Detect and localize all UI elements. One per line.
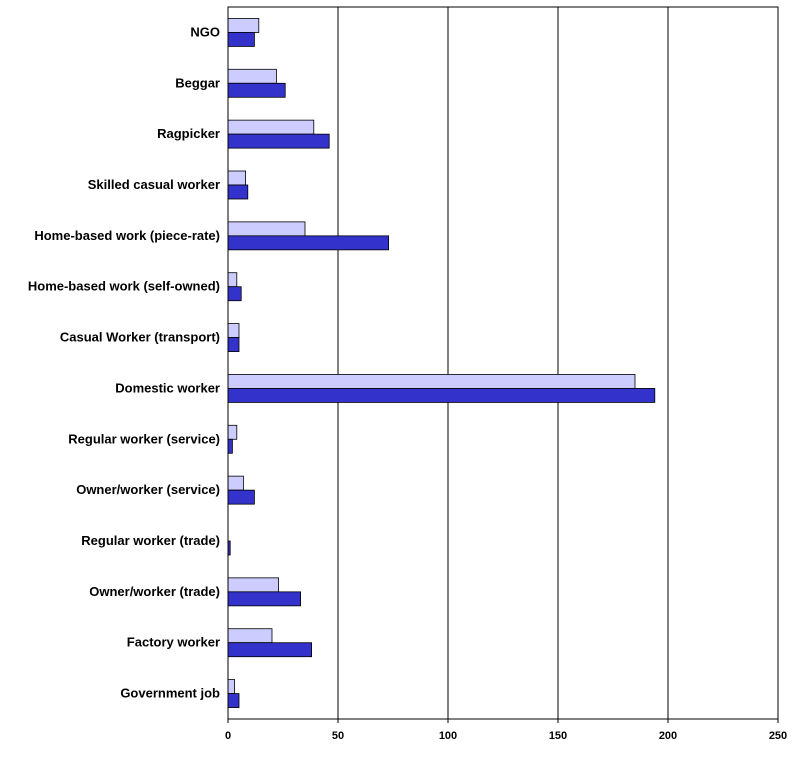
bar-series-1 [227, 170, 247, 186]
category-label: Regular worker (trade) [81, 533, 220, 548]
x-tick-label: 100 [439, 730, 457, 742]
category-label: Casual Worker (transport) [60, 330, 220, 345]
bar-series-1 [227, 475, 244, 491]
category-label: Ragpicker [157, 126, 220, 141]
x-axis-tick-labels: 0 50 100 150 200 250 [225, 730, 787, 742]
plot-area-border [227, 6, 779, 720]
bar-series-2 [227, 286, 242, 302]
bar-series-2 [227, 32, 255, 47]
bar-series-2 [227, 438, 233, 454]
bar-series-2 [227, 235, 390, 251]
category-label: NGO [190, 24, 220, 39]
category-label: Home-based work (self-owned) [28, 279, 220, 294]
bar-series-2 [227, 133, 330, 149]
bar-series-2 [227, 591, 301, 607]
category-label: Skilled casual worker [88, 177, 220, 192]
category-label: Government job [120, 686, 220, 701]
category-label: Owner/worker (service) [76, 482, 220, 497]
bar-series-1 [227, 68, 277, 84]
category-label: Regular worker (service) [68, 431, 220, 446]
category-labels: NGO Beggar Ragpicker Skilled casual worker H… [28, 24, 220, 700]
bar-series-2 [227, 388, 656, 403]
bar-series-1 [227, 221, 306, 237]
bar-series-2 [227, 693, 240, 708]
bar-series-2 [227, 337, 240, 352]
bar-series-1 [227, 577, 279, 593]
x-tick-label: 0 [225, 730, 231, 742]
x-tick-label: 250 [769, 730, 787, 742]
gridlines [227, 7, 779, 723]
bar-series-1 [227, 424, 238, 440]
category-label: Beggar [175, 75, 220, 90]
x-tick-label: 150 [549, 730, 567, 742]
category-label: Owner/worker (trade) [89, 584, 220, 599]
bar-series-1 [227, 323, 240, 338]
category-label: Domestic worker [115, 380, 220, 395]
bar-series-1 [227, 18, 260, 33]
x-tick-label: 50 [332, 730, 344, 742]
x-tick-label: 200 [659, 730, 677, 742]
bar-series-2 [227, 489, 255, 505]
bar-series-1 [227, 374, 636, 389]
bar-series-1 [227, 628, 273, 644]
bars [227, 18, 656, 708]
category-label: Home-based work (piece-rate) [34, 228, 220, 243]
bar-series-2 [227, 642, 312, 658]
bar-series-2 [227, 82, 286, 98]
bar-series-1 [227, 272, 238, 288]
bar-series-1 [227, 679, 235, 694]
bar-series-1 [227, 119, 315, 135]
category-label: Factory worker [127, 635, 220, 650]
bar-series-2 [227, 184, 249, 200]
